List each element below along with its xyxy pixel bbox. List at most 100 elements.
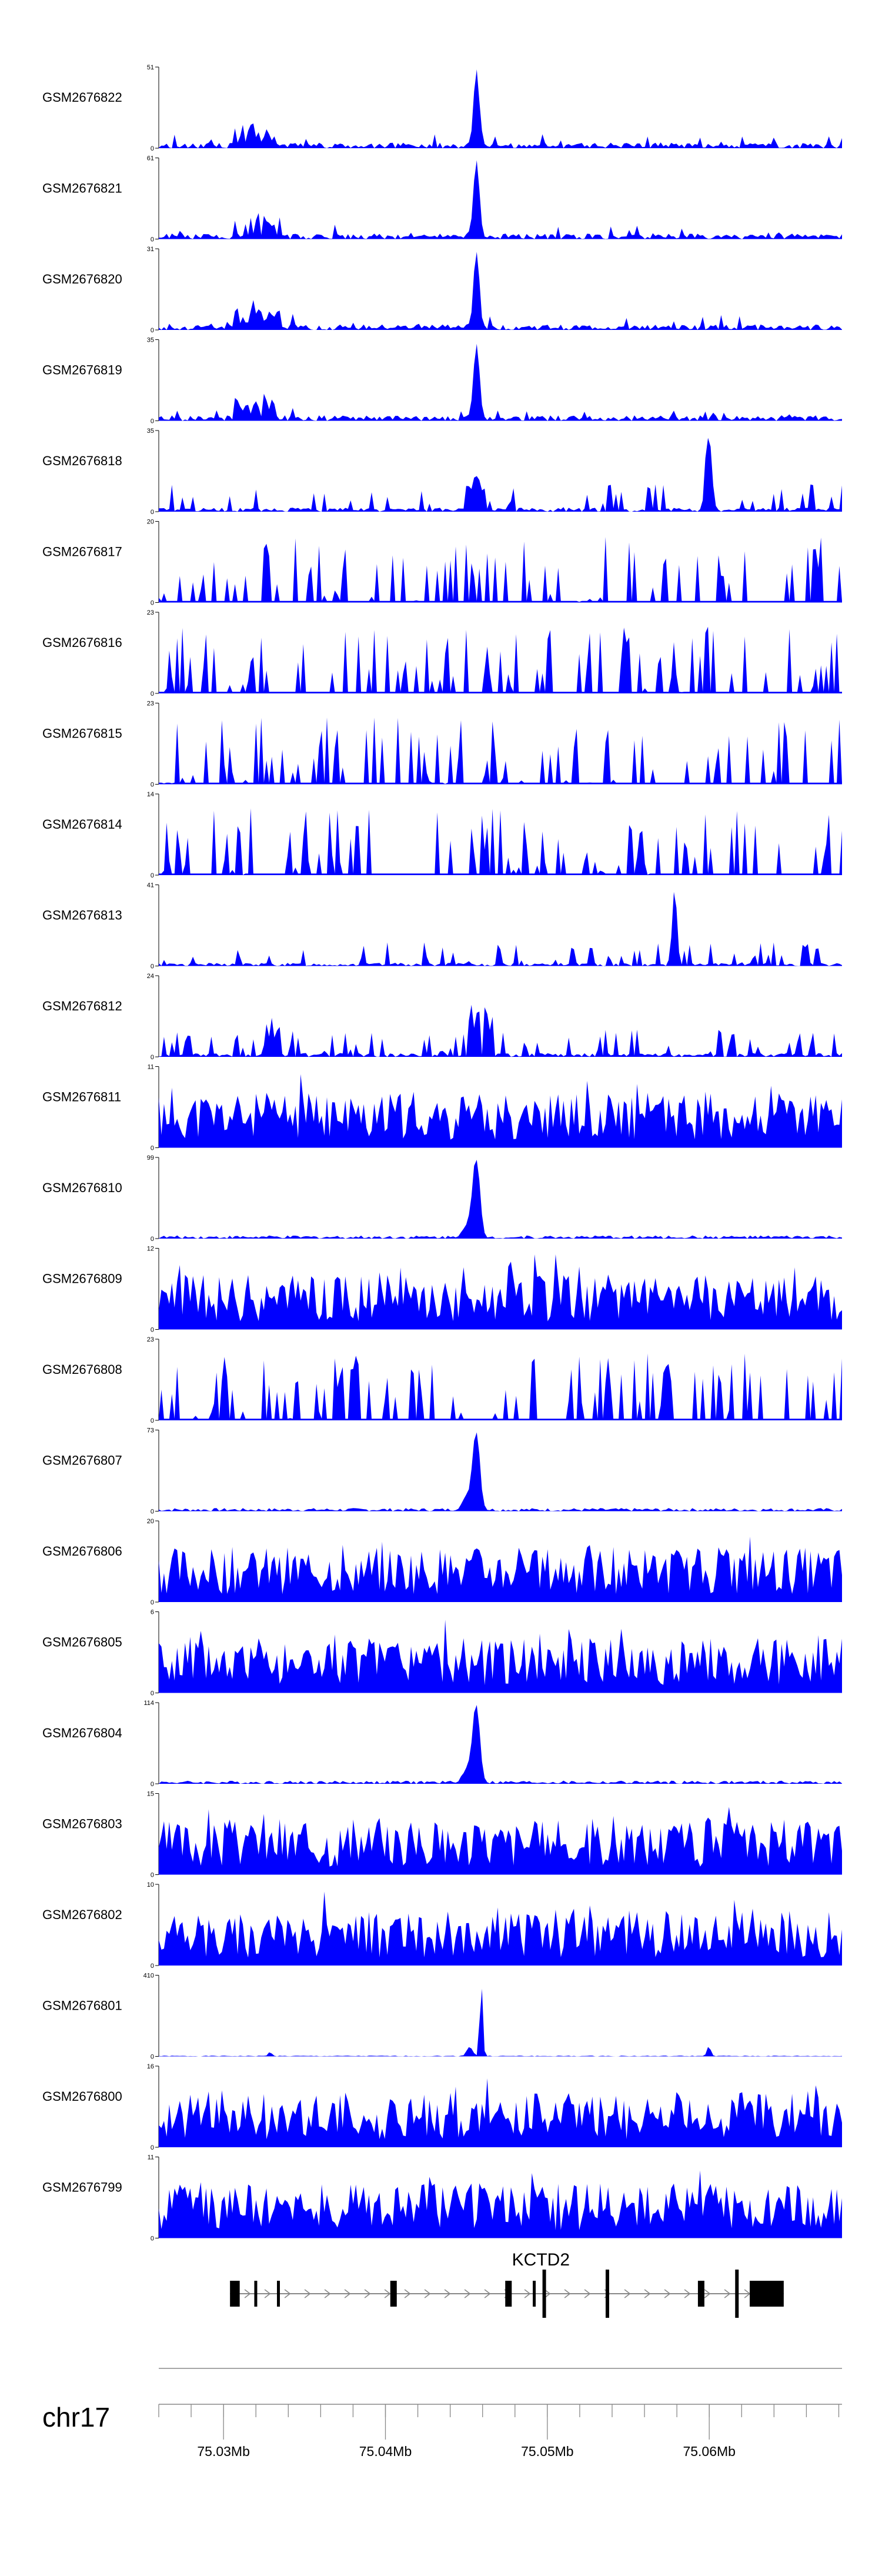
signal-track: GSM2676815 23 0 xyxy=(42,700,842,789)
strand-arrow xyxy=(544,2289,551,2298)
gene-exon xyxy=(735,2270,739,2318)
track-ymin-label: 0 xyxy=(151,1327,154,1334)
gene-exon xyxy=(533,2281,536,2307)
signal-track: GSM2676799 11 0 xyxy=(42,2154,842,2243)
track-ymax-label: 61 xyxy=(147,155,154,162)
strand-arrow xyxy=(684,2289,691,2298)
track-signal-area xyxy=(159,1353,842,1420)
track-signal-area xyxy=(159,438,842,512)
signal-track: GSM2676819 35 0 xyxy=(42,337,842,425)
track-signal-area xyxy=(159,1005,842,1057)
gene-exon xyxy=(542,2270,546,2318)
track-ymax-label: 35 xyxy=(147,337,154,344)
track-signal-area xyxy=(159,537,842,603)
track-ymax-label: 23 xyxy=(147,700,154,708)
gene-annotation-track: KCTD2 xyxy=(230,2250,784,2318)
track-ymin-label: 0 xyxy=(151,872,154,879)
strand-arrow xyxy=(324,2289,331,2298)
strand-arrow xyxy=(664,2289,671,2298)
track-ymax-label: 11 xyxy=(148,1064,154,1071)
strand-arrow xyxy=(724,2289,731,2298)
track-signal-area xyxy=(159,1988,842,2057)
track-ymin-label: 0 xyxy=(151,600,154,607)
track-ymin-label: 0 xyxy=(151,2054,154,2061)
track-signal-area xyxy=(159,343,842,421)
track-signal-area xyxy=(159,892,842,966)
track-ymax-label: 51 xyxy=(147,64,154,71)
track-ymax-label: 10 xyxy=(147,1881,154,1888)
signal-track: GSM2676810 99 0 xyxy=(42,1154,842,1243)
signal-track: GSM2676822 51 0 xyxy=(42,64,842,152)
track-label: GSM2676803 xyxy=(42,1817,122,1831)
track-label: GSM2676800 xyxy=(42,2089,122,2104)
track-ymin-label: 0 xyxy=(151,236,154,243)
strand-arrow xyxy=(404,2289,411,2298)
strand-arrow xyxy=(484,2289,491,2298)
signal-track: GSM2676814 14 0 xyxy=(42,791,842,879)
gene-name-label: KCTD2 xyxy=(512,2250,570,2270)
track-ymax-label: 15 xyxy=(147,1791,154,1798)
track-label: GSM2676814 xyxy=(42,817,122,832)
gene-exon xyxy=(605,2270,609,2318)
track-label: GSM2676818 xyxy=(42,453,122,468)
track-ymax-label: 23 xyxy=(147,609,154,616)
track-signal-area xyxy=(159,626,842,693)
track-label: GSM2676808 xyxy=(42,1362,122,1377)
track-ymax-label: 99 xyxy=(147,1154,154,1162)
track-ymin-label: 0 xyxy=(151,1599,154,1606)
strand-arrow xyxy=(284,2289,291,2298)
axis-tick-label: 75.04Mb xyxy=(359,2444,412,2459)
track-ymin-label: 0 xyxy=(151,963,154,970)
track-label: GSM2676799 xyxy=(42,2180,122,2195)
strand-arrow xyxy=(244,2289,251,2298)
signal-track: GSM2676803 15 0 xyxy=(42,1791,842,1879)
signal-track: GSM2676820 31 0 xyxy=(42,246,842,334)
axis-tick-label: 75.03Mb xyxy=(197,2444,250,2459)
track-ymin-label: 0 xyxy=(151,1963,154,1970)
track-ymin-label: 0 xyxy=(151,2235,154,2243)
track-ymax-label: 114 xyxy=(143,1700,154,1707)
genome-axis: 75.03Mb 75.04Mb 75.05Mb 75.06Mb xyxy=(158,2368,842,2459)
track-signal-area xyxy=(159,2170,842,2238)
strand-arrow xyxy=(424,2289,431,2298)
axis-tick-label: 75.05Mb xyxy=(521,2444,574,2459)
track-label: GSM2676819 xyxy=(42,363,122,378)
track-ymin-label: 0 xyxy=(151,1781,154,1788)
track-label: GSM2676817 xyxy=(42,545,122,559)
gene-exon xyxy=(505,2281,512,2307)
signal-track: GSM2676807 73 0 xyxy=(42,1427,842,1516)
track-label: GSM2676802 xyxy=(42,1907,122,1922)
strand-arrow xyxy=(364,2289,371,2298)
track-label: GSM2676801 xyxy=(42,1998,122,2013)
chromosome-label: chr17 xyxy=(42,2402,110,2432)
track-label: GSM2676815 xyxy=(42,726,122,741)
track-ymax-label: 35 xyxy=(147,428,154,435)
track-ymin-label: 0 xyxy=(151,509,154,516)
signal-track: GSM2676811 11 0 xyxy=(42,1064,842,1152)
track-ymax-label: 410 xyxy=(143,1973,154,1980)
track-signal-area xyxy=(159,1160,842,1239)
track-ymin-label: 0 xyxy=(151,327,154,334)
signal-track: GSM2676801 410 0 xyxy=(42,1973,842,2061)
track-ymax-label: 23 xyxy=(147,1336,154,1343)
track-label: GSM2676805 xyxy=(42,1635,122,1650)
track-ymax-label: 12 xyxy=(147,1246,154,1253)
strand-arrow xyxy=(704,2289,711,2298)
strand-arrow xyxy=(304,2289,311,2298)
strand-arrow xyxy=(644,2289,651,2298)
track-ymax-label: 73 xyxy=(147,1427,154,1434)
strand-arrow xyxy=(384,2289,391,2298)
signal-track: GSM2676805 6 0 xyxy=(42,1609,842,1697)
signal-track: GSM2676821 61 0 xyxy=(42,155,842,243)
track-signal-area xyxy=(159,1074,842,1148)
signal-track: GSM2676800 16 0 xyxy=(42,2063,842,2151)
track-ymax-label: 16 xyxy=(147,2063,154,2070)
track-ymin-label: 0 xyxy=(151,1690,154,1697)
track-signal-area xyxy=(159,2078,842,2147)
track-ymax-label: 20 xyxy=(147,519,154,526)
track-label: GSM2676810 xyxy=(42,1180,122,1195)
strand-arrow xyxy=(344,2289,351,2298)
track-label: GSM2676813 xyxy=(42,908,122,923)
track-label: GSM2676807 xyxy=(42,1453,122,1468)
